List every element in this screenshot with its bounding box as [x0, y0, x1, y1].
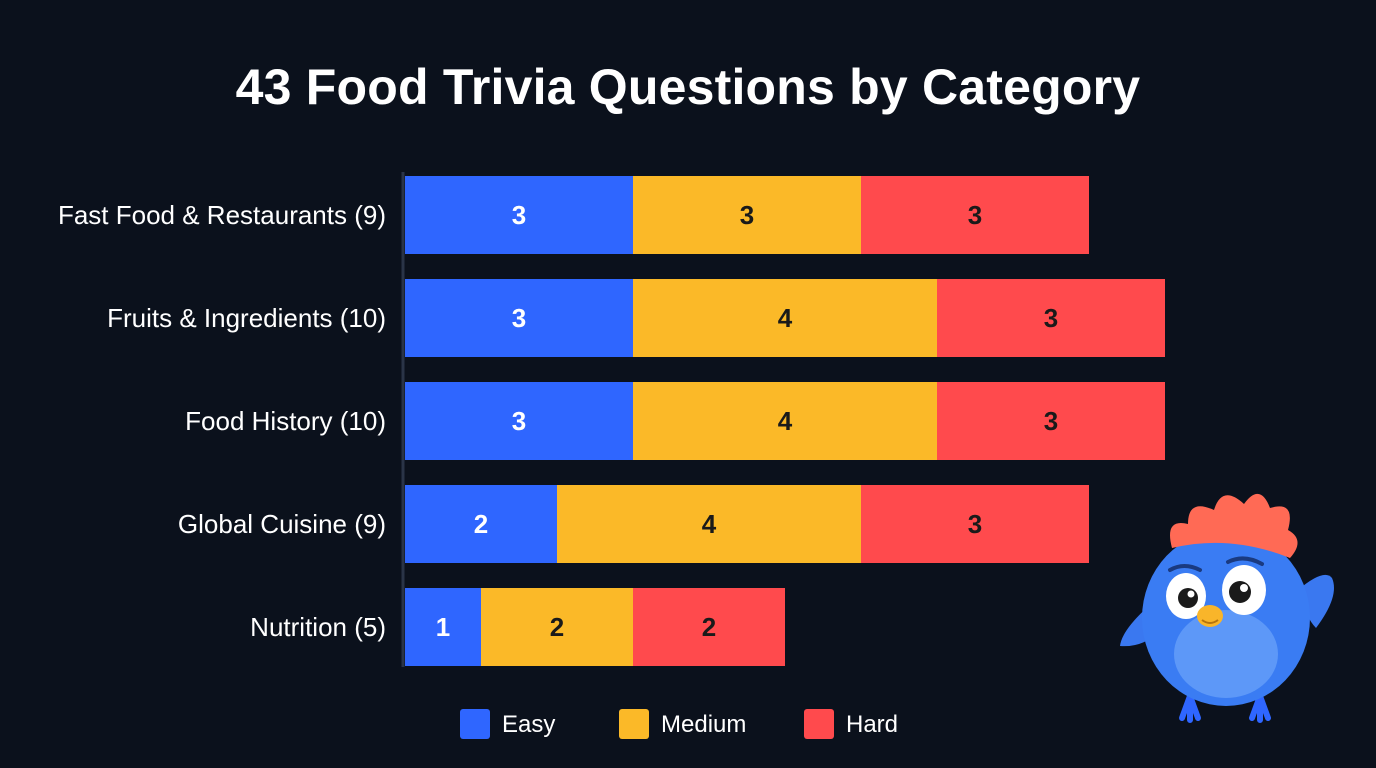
bar-hard-nutrition-5: [633, 588, 785, 666]
data-label-easy-nutrition-5: 1: [436, 612, 450, 642]
bar-medium-nutrition-5: [481, 588, 633, 666]
legend: Easy Medium Hard: [460, 709, 898, 739]
data-label-medium-fast-food-restaurants-9: 3: [740, 200, 754, 230]
category-label-fast-food-restaurants-9: Fast Food & Restaurants (9): [58, 200, 386, 230]
bar-medium-fast-food-restaurants-9: [633, 176, 861, 254]
category-label-global-cuisine-9: Global Cuisine (9): [178, 509, 386, 539]
category-label-fruits-ingredients-10: Fruits & Ingredients (10): [107, 303, 386, 333]
bar-medium-global-cuisine-9: [557, 485, 861, 563]
legend-label-hard: Hard: [846, 711, 898, 738]
data-label-hard-food-history-10: 3: [1044, 406, 1058, 436]
data-label-hard-fast-food-restaurants-9: 3: [968, 200, 982, 230]
legend-label-easy: Easy: [502, 711, 555, 738]
bar-easy-nutrition-5: [405, 588, 481, 666]
bar-easy-fast-food-restaurants-9: [405, 176, 633, 254]
data-label-easy-food-history-10: 3: [512, 406, 526, 436]
data-label-easy-global-cuisine-9: 2: [474, 509, 488, 539]
legend-label-medium: Medium: [661, 711, 746, 738]
bar-easy-global-cuisine-9: [405, 485, 557, 563]
data-label-medium-nutrition-5: 2: [550, 612, 564, 642]
category-label-food-history-10: Food History (10): [185, 406, 386, 436]
bar-hard-fast-food-restaurants-9: [861, 176, 1089, 254]
bar-medium-fruits-ingredients-10: [633, 279, 937, 357]
category-labels: Fast Food & Restaurants (9) Fruits & Ingr…: [58, 200, 386, 642]
data-label-hard-nutrition-5: 2: [702, 612, 716, 642]
bar-hard-global-cuisine-9: [861, 485, 1089, 563]
bar-medium-food-history-10: [633, 382, 937, 460]
bars-layer: 3 3 3 3 4 3 3 4 3 2 4 3 1 2 2: [405, 176, 1165, 666]
chart-title: 43 Food Trivia Questions by Category: [235, 59, 1141, 115]
legend-swatch-medium: [619, 709, 649, 739]
bar-hard-food-history-10: [937, 382, 1165, 460]
data-label-easy-fruits-ingredients-10: 3: [512, 303, 526, 333]
bar-hard-fruits-ingredients-10: [937, 279, 1165, 357]
data-label-medium-food-history-10: 4: [778, 406, 793, 436]
blue-bird-mascot-icon: [1120, 493, 1334, 723]
data-label-easy-fast-food-restaurants-9: 3: [512, 200, 526, 230]
data-label-hard-fruits-ingredients-10: 3: [1044, 303, 1058, 333]
bar-easy-fruits-ingredients-10: [405, 279, 633, 357]
legend-swatch-easy: [460, 709, 490, 739]
legend-swatch-hard: [804, 709, 834, 739]
bar-easy-food-history-10: [405, 382, 633, 460]
data-label-medium-global-cuisine-9: 4: [702, 509, 717, 539]
data-label-medium-fruits-ingredients-10: 4: [778, 303, 793, 333]
category-label-nutrition-5: Nutrition (5): [250, 612, 386, 642]
data-label-hard-global-cuisine-9: 3: [968, 509, 982, 539]
